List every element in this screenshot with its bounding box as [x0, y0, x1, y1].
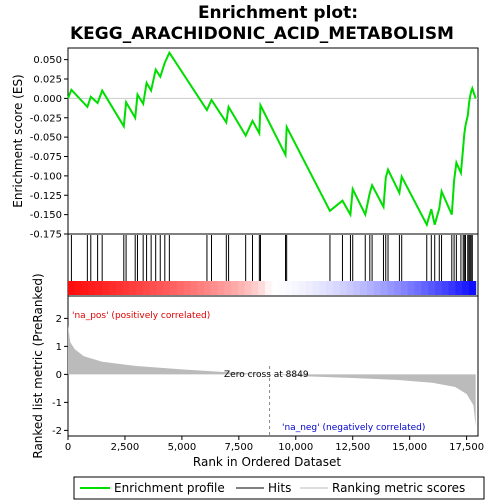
heat-bar-segment: [299, 281, 306, 295]
heat-bar-segment: [82, 281, 89, 295]
metric-tick-label: 0: [56, 370, 62, 381]
es-tick-label: -0.150: [30, 210, 62, 221]
metric-y-axis-label: Ranked list metric (PreRanked): [31, 273, 45, 458]
heat-bar-segment: [469, 281, 476, 295]
heat-bar-segment: [449, 281, 456, 295]
heat-bar-segment: [184, 281, 191, 295]
heat-bar-segment: [109, 281, 116, 295]
metric-tick-label: 2: [56, 314, 62, 325]
es-tick-label: 0.050: [33, 55, 62, 66]
heat-bar-segment: [435, 281, 442, 295]
heat-bar-segment: [231, 281, 238, 295]
heat-bar-segment: [258, 281, 265, 295]
legend-enrichment-label: Enrichment profile: [114, 481, 225, 495]
heat-bar-segment: [150, 281, 157, 295]
positive-correlation-label: 'na_pos' (positively correlated): [72, 311, 210, 321]
heat-bar-segment: [136, 281, 143, 295]
heat-bar-segment: [265, 281, 272, 295]
heat-bar-segment: [353, 281, 360, 295]
heat-bar-segment: [190, 281, 197, 295]
heat-bar-segment: [455, 281, 462, 295]
x-tick-label: 12,500: [335, 442, 370, 453]
es-tick-label: -0.175: [30, 230, 62, 241]
heat-bar-segment: [224, 281, 231, 295]
chart-title-line1: Enrichment plot:: [198, 3, 358, 23]
heat-bar-segment: [163, 281, 170, 295]
x-tick-label: 17,500: [449, 442, 484, 453]
negative-correlation-label: 'na_neg' (negatively correlated): [282, 423, 425, 433]
zero-cross-label: Zero cross at 8849: [224, 370, 309, 380]
heat-bar-segment: [462, 281, 469, 295]
heat-bar-segment: [251, 281, 258, 295]
x-tick-label: 7,500: [225, 442, 254, 453]
heat-bar-segment: [170, 281, 177, 295]
es-tick-label: -0.025: [30, 113, 62, 124]
heat-bar-segment: [245, 281, 252, 295]
metric-tick-label: -2: [52, 426, 62, 437]
heat-bar-segment: [95, 281, 102, 295]
heat-bar-segment: [401, 281, 408, 295]
heat-bar-segment: [326, 281, 333, 295]
heat-bar-segment: [116, 281, 123, 295]
heat-bar-segment: [374, 281, 381, 295]
legend-metric-label: Ranking metric scores: [332, 481, 465, 495]
heat-bar-segment: [306, 281, 313, 295]
es-y-axis-label: Enrichment score (ES): [11, 74, 25, 207]
metric-axis-ticks: 2 1 0 -1 -2: [52, 314, 68, 437]
heat-bar-segment: [415, 281, 422, 295]
heat-bar-segment: [177, 281, 184, 295]
heat-bar-segment: [197, 281, 204, 295]
x-tick-label: 2,500: [111, 442, 140, 453]
legend-hits-label: Hits: [268, 481, 291, 495]
heat-bar-segment: [217, 281, 224, 295]
heat-bar-segment: [129, 281, 136, 295]
es-tick-label: -0.125: [30, 191, 62, 202]
heat-bar-segment: [122, 281, 129, 295]
es-tick-label: -0.100: [30, 171, 62, 182]
heat-bar-segment: [272, 281, 279, 295]
x-axis-label: Rank in Ordered Dataset: [193, 455, 341, 469]
heat-bar-segment: [360, 281, 367, 295]
heat-bar-segment: [394, 281, 401, 295]
heat-bar-segment: [367, 281, 374, 295]
x-axis-ticks: 0 2,500 5,000 7,500 10,000 12,500 15,000 17,500: [65, 436, 484, 453]
metric-tick-label: 1: [56, 342, 62, 353]
heat-bar-segment: [238, 281, 245, 295]
heat-bar-segment: [102, 281, 109, 295]
heat-bar-segment: [292, 281, 299, 295]
es-tick-label: 0.000: [33, 94, 62, 105]
es-tick-label: -0.075: [30, 152, 62, 163]
heat-bar-segment: [75, 281, 82, 295]
ranked-list-heat-bar: [68, 281, 476, 295]
heat-bar-segment: [421, 281, 428, 295]
heat-bar-segment: [428, 281, 435, 295]
heat-bar-segment: [381, 281, 388, 295]
metric-tick-label: -1: [52, 398, 62, 409]
heat-bar-segment: [408, 281, 415, 295]
heat-bar-segment: [340, 281, 347, 295]
heat-bar-segment: [387, 281, 394, 295]
heat-bar-segment: [279, 281, 286, 295]
x-tick-label: 0: [65, 442, 71, 453]
heat-bar-segment: [319, 281, 326, 295]
heat-bar-segment: [211, 281, 218, 295]
chart-title-line2: KEGG_ARACHIDONIC_ACID_METABOLISM: [70, 24, 454, 44]
x-tick-label: 15,000: [392, 442, 427, 453]
heat-bar-segment: [333, 281, 340, 295]
heat-bar-segment: [313, 281, 320, 295]
heat-bar-segment: [88, 281, 95, 295]
heat-bar-segment: [143, 281, 150, 295]
heat-bar-segment: [204, 281, 211, 295]
heat-bar-segment: [285, 281, 292, 295]
x-tick-label: 10,000: [278, 442, 313, 453]
heat-bar-segment: [347, 281, 354, 295]
heat-bar-segment: [156, 281, 163, 295]
es-tick-label: -0.050: [30, 133, 62, 144]
x-tick-label: 5,000: [168, 442, 197, 453]
es-tick-label: 0.025: [33, 75, 62, 86]
heat-bar-segment: [442, 281, 449, 295]
heat-bar-segment: [68, 281, 75, 295]
